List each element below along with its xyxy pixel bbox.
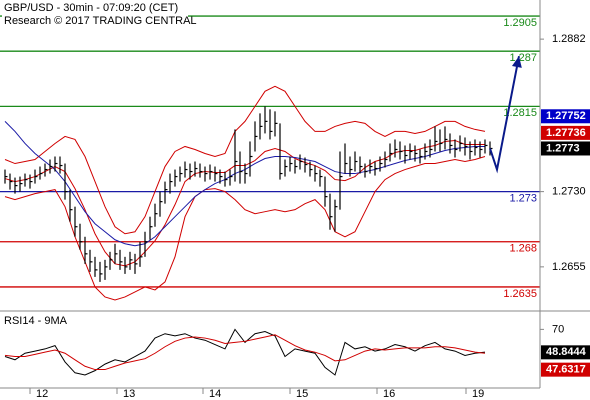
arrow-head	[511, 56, 522, 68]
price-label: 1.27736	[546, 127, 586, 139]
price-label: 1.27752	[546, 110, 586, 122]
x-tick-label: 16	[383, 388, 395, 400]
y-tick-label: 1.2882	[552, 33, 586, 45]
rsi-title: RSI14 - 9MA	[4, 315, 68, 327]
rsi-label: 47.6317	[546, 364, 586, 376]
chart-title: GBP/USD - 30min - 07:09:20 (CET)	[4, 2, 178, 14]
price-label-box	[541, 141, 590, 156]
price-label: 1.2773	[546, 142, 580, 154]
forecast-arrow	[489, 55, 520, 174]
level-label: 1.268	[509, 243, 537, 255]
x-tick-label: 19	[472, 388, 484, 400]
rsi-line	[4, 334, 486, 371]
title-backdrop	[2, 1, 188, 27]
chart-subtitle: Research © 2017 TRADING CENTRAL	[4, 15, 197, 27]
level-label: 1.273	[509, 193, 537, 205]
rsi-y-tick-label: 70	[552, 323, 564, 335]
price-label-box	[541, 125, 590, 140]
rsi-line	[4, 328, 486, 376]
level-label: 1.2905	[503, 17, 537, 29]
level-label: 1.287	[509, 52, 537, 64]
price-label-box	[541, 109, 590, 124]
y-tick-label: 1.2730	[552, 186, 586, 198]
x-tick-label: 14	[209, 388, 221, 400]
overlay-line	[4, 85, 486, 235]
rsi-label: 48.8444	[546, 346, 587, 358]
x-tick-label: 12	[36, 388, 48, 400]
y-tick-label: 1.2655	[552, 261, 586, 273]
rsi-label-box	[541, 345, 590, 360]
rsi-label-box	[541, 362, 590, 377]
x-tick-label: 13	[123, 388, 135, 400]
x-tick-label: 15	[296, 388, 308, 400]
level-label: 1.2815	[503, 107, 537, 119]
level-label: 1.2635	[503, 288, 537, 300]
